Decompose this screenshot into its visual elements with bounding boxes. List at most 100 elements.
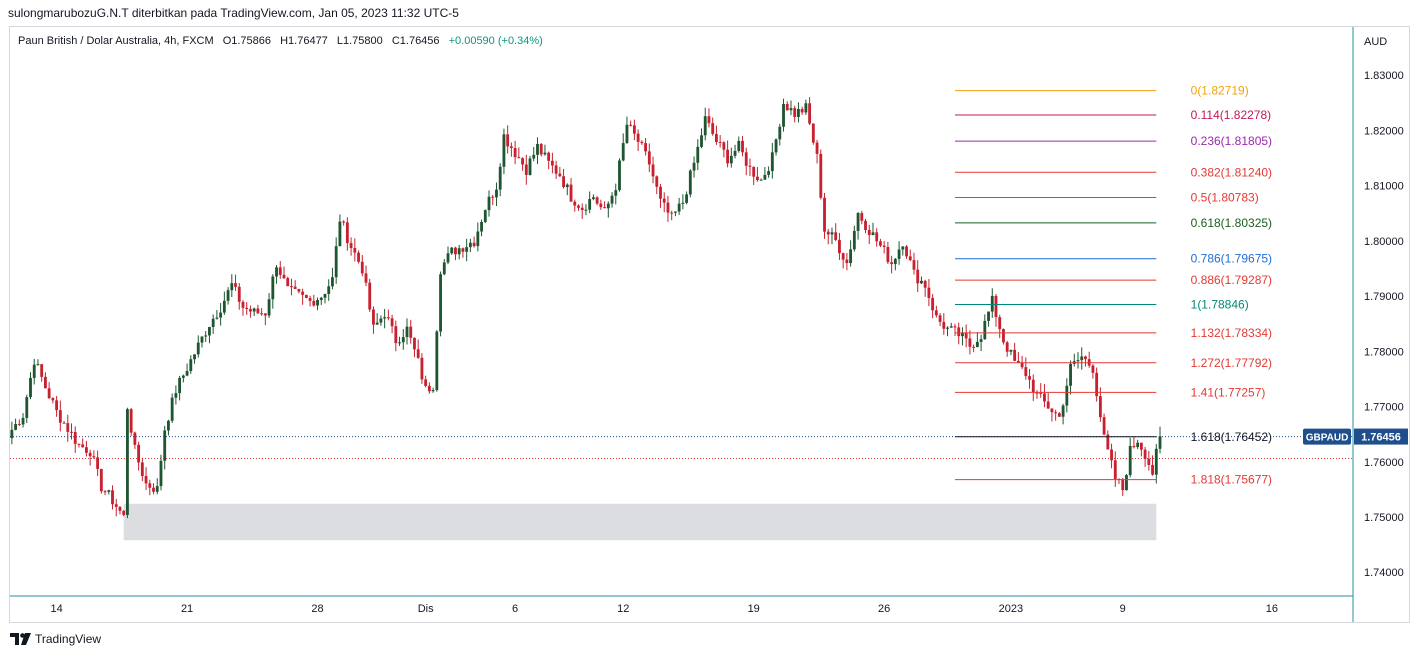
candle[interactable] — [550, 152, 554, 174]
candle[interactable] — [767, 166, 771, 178]
candle[interactable] — [487, 190, 491, 217]
candle[interactable] — [196, 335, 200, 358]
candle[interactable] — [852, 225, 856, 252]
candle[interactable] — [871, 222, 875, 236]
fib-level-1.618[interactable]: 1.618(1.76452) — [954, 430, 1272, 444]
candle[interactable] — [647, 143, 651, 173]
candle[interactable] — [170, 393, 174, 424]
candle[interactable] — [379, 315, 383, 326]
candle[interactable] — [726, 140, 730, 168]
candle[interactable] — [1091, 364, 1095, 379]
candle[interactable] — [864, 218, 867, 234]
candle[interactable] — [140, 457, 144, 482]
candle[interactable] — [502, 128, 506, 175]
candle[interactable] — [267, 293, 271, 318]
candle[interactable] — [797, 102, 800, 123]
candle[interactable] — [439, 271, 442, 337]
candle[interactable] — [1054, 409, 1058, 421]
candle[interactable] — [66, 414, 70, 442]
candle[interactable] — [834, 223, 838, 242]
candle[interactable] — [55, 396, 59, 417]
candle[interactable] — [509, 142, 513, 157]
candle[interactable] — [1013, 342, 1017, 362]
candle[interactable] — [539, 143, 543, 157]
candle[interactable] — [838, 232, 841, 260]
candle[interactable] — [1065, 378, 1069, 413]
candle[interactable] — [40, 364, 44, 382]
candle[interactable] — [472, 236, 476, 248]
candle[interactable] — [189, 355, 193, 374]
candle[interactable] — [386, 309, 390, 321]
candle[interactable] — [58, 400, 62, 432]
candle[interactable] — [85, 440, 88, 457]
candle[interactable] — [763, 167, 767, 180]
candle[interactable] — [491, 194, 495, 206]
candle[interactable] — [599, 199, 603, 210]
fib-level-1[interactable]: 1(1.78846) — [954, 298, 1249, 312]
candle[interactable] — [152, 483, 155, 495]
candle[interactable] — [532, 147, 536, 162]
candle[interactable] — [260, 308, 264, 316]
candle[interactable] — [778, 123, 782, 146]
candle[interactable] — [521, 157, 524, 171]
candle[interactable] — [1158, 426, 1162, 454]
candle[interactable] — [144, 467, 148, 490]
candle[interactable] — [774, 138, 778, 156]
candle[interactable] — [875, 228, 879, 247]
candle[interactable] — [998, 314, 1002, 339]
candle[interactable] — [450, 246, 454, 255]
candle[interactable] — [36, 359, 40, 366]
candle[interactable] — [733, 144, 737, 159]
candle[interactable] — [1110, 443, 1113, 469]
candle[interactable] — [1039, 383, 1043, 398]
candle[interactable] — [860, 210, 864, 225]
candle[interactable] — [1050, 408, 1054, 422]
candle[interactable] — [845, 252, 849, 271]
candle[interactable] — [483, 209, 487, 224]
candle[interactable] — [1106, 430, 1110, 450]
candle[interactable] — [901, 246, 905, 256]
candle[interactable] — [398, 336, 401, 347]
candle[interactable] — [17, 419, 21, 427]
candle[interactable] — [558, 166, 562, 178]
candle[interactable] — [312, 294, 316, 307]
candle[interactable] — [942, 313, 946, 335]
candle[interactable] — [700, 128, 703, 149]
candle[interactable] — [375, 313, 379, 325]
fib-level-0.886[interactable]: 0.886(1.79287) — [954, 273, 1272, 287]
candle[interactable] — [621, 133, 625, 162]
candle[interactable] — [528, 155, 532, 176]
ticker-badge[interactable]: GBPAUD — [1303, 428, 1351, 445]
candle[interactable] — [126, 407, 129, 519]
candle[interactable] — [278, 261, 282, 279]
candle[interactable] — [782, 98, 785, 132]
fib-level-1.132[interactable]: 1.132(1.78334) — [954, 326, 1272, 340]
candle[interactable] — [886, 241, 890, 265]
fib-level-0.382[interactable]: 0.382(1.81240) — [954, 165, 1272, 179]
candle[interactable] — [290, 278, 293, 296]
candle[interactable] — [155, 478, 159, 495]
candle[interactable] — [234, 274, 237, 291]
candle[interactable] — [789, 100, 793, 116]
candle[interactable] — [304, 294, 308, 299]
candle[interactable] — [946, 326, 949, 337]
candle[interactable] — [51, 397, 55, 404]
candle[interactable] — [577, 204, 580, 211]
candle[interactable] — [588, 191, 592, 214]
candle[interactable] — [1024, 357, 1028, 380]
candle[interactable] — [1080, 347, 1084, 370]
candle[interactable] — [420, 353, 424, 384]
candle[interactable] — [349, 237, 353, 256]
candle[interactable] — [286, 276, 290, 287]
candle[interactable] — [1098, 387, 1102, 422]
candle[interactable] — [964, 324, 968, 348]
candle[interactable] — [1125, 474, 1128, 491]
candle[interactable] — [1084, 355, 1087, 367]
candle[interactable] — [29, 372, 32, 400]
candle[interactable] — [25, 394, 29, 424]
candle[interactable] — [368, 278, 372, 312]
candle[interactable] — [92, 450, 96, 459]
candle[interactable] — [692, 156, 696, 178]
candle[interactable] — [703, 107, 707, 141]
candle[interactable] — [1087, 351, 1091, 368]
